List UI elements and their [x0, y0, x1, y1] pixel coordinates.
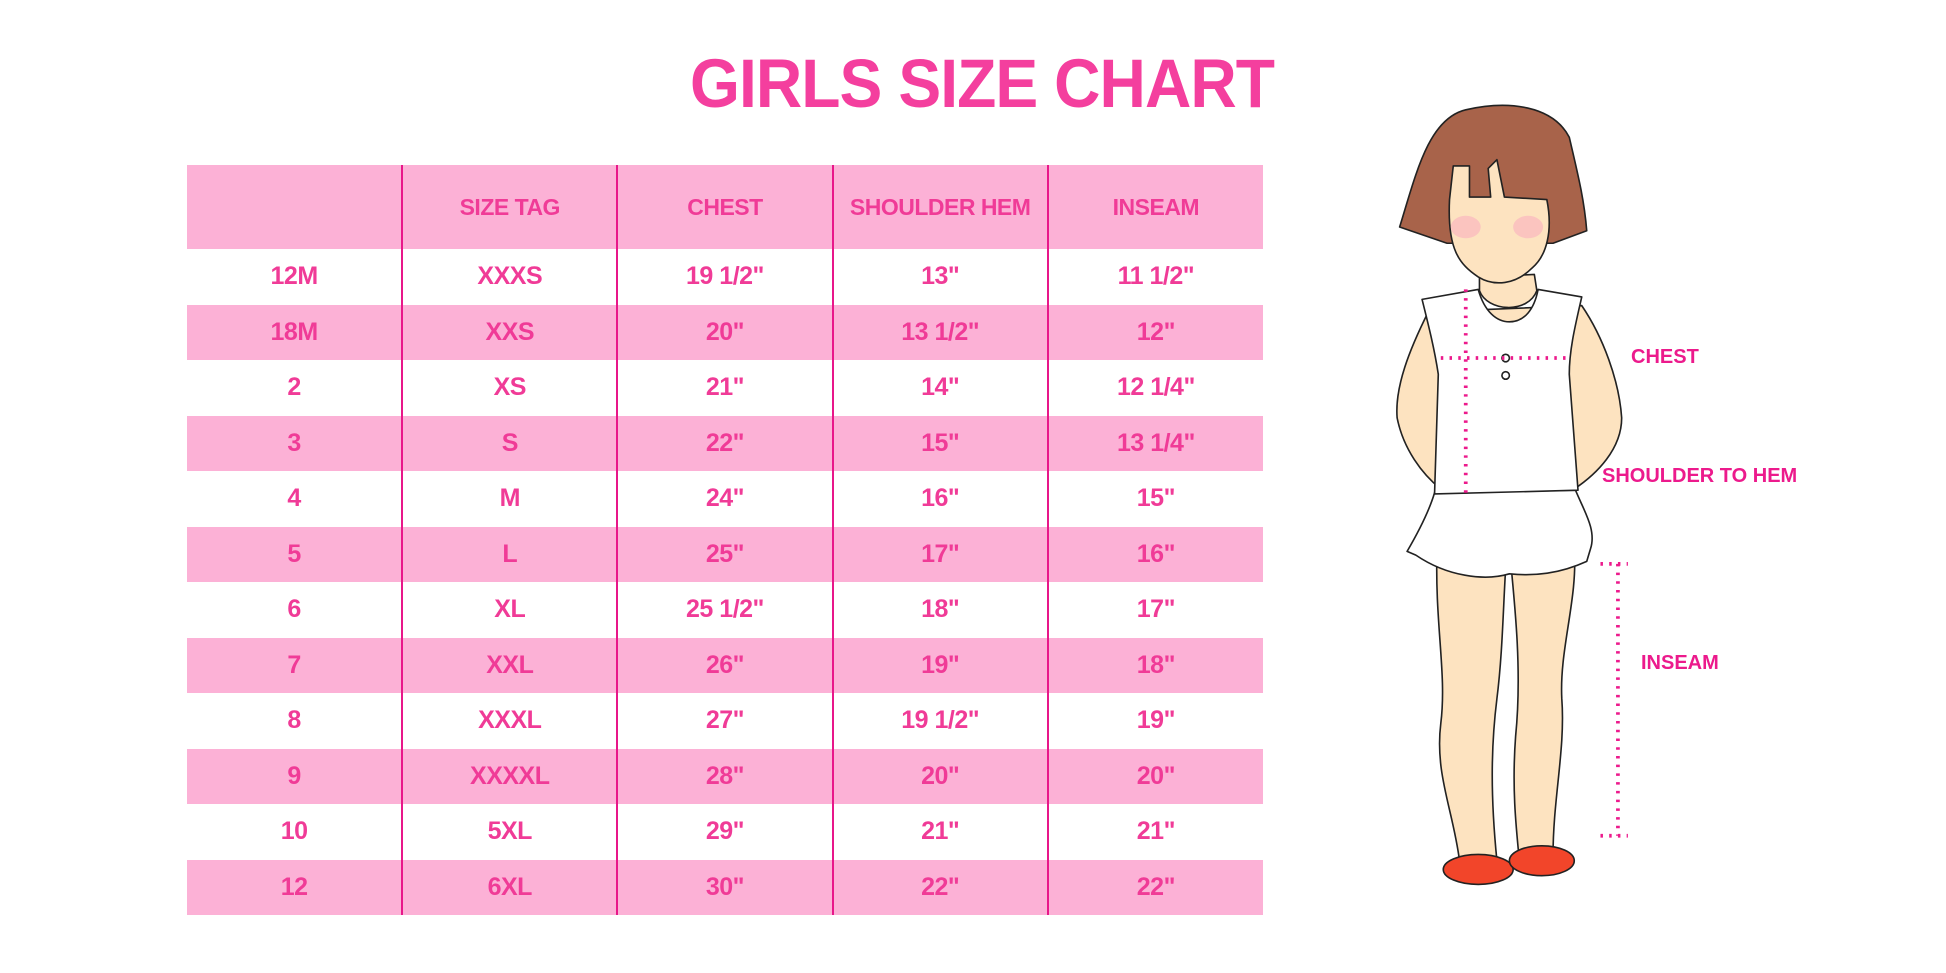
table-row: 6 XL 25 1/2" 18" 17": [187, 582, 1263, 638]
table-cell: XXXXL: [401, 748, 618, 804]
table-row: 8 XXXL 27" 19 1/2" 19": [187, 693, 1263, 749]
table-cell: 19": [1046, 693, 1263, 749]
table-cell: 19 1/2": [616, 249, 833, 305]
table-cell: 13": [831, 249, 1048, 305]
table-cell: 26": [616, 637, 833, 693]
table-cell: 20": [831, 748, 1048, 804]
table-cell: 16": [1046, 526, 1263, 582]
table-row: 4 M 24" 16" 15": [187, 471, 1263, 527]
table-row: 12 6XL 30" 22" 22": [187, 859, 1263, 915]
table-row: 10 5XL 29" 21" 21": [187, 804, 1263, 860]
table-cell: 7: [187, 637, 403, 693]
table-cell: 12 1/4": [1046, 360, 1263, 416]
table-cell: 20": [1046, 748, 1263, 804]
table-cell: 5XL: [401, 804, 618, 860]
table-cell: 11 1/2": [1046, 249, 1263, 305]
table-cell: 12: [187, 859, 403, 915]
header-cell: [187, 165, 403, 249]
inseam-label: INSEAM: [1641, 652, 1719, 674]
table-cell: 17": [1046, 582, 1263, 638]
header-cell: SHOULDER HEM: [831, 165, 1048, 249]
table-cell: 18": [831, 582, 1048, 638]
face: [1448, 158, 1550, 284]
table-cell: XXXL: [401, 693, 618, 749]
table-cell: 12M: [270, 262, 319, 291]
table-cell: XXL: [401, 637, 618, 693]
table-cell: 3: [187, 415, 403, 471]
header-cell: SIZE TAG: [401, 165, 618, 249]
table-row: 3 S 22" 15" 13 1/4": [187, 415, 1263, 471]
table-cell: 17": [831, 526, 1048, 582]
table-cell: 2: [287, 373, 301, 402]
table-cell: 4: [287, 484, 301, 513]
shoulder-to-hem-label: SHOULDER TO HEM: [1602, 465, 1798, 487]
table-cell: XXS: [401, 304, 618, 360]
table-cell: 24": [616, 471, 833, 527]
table-row: 2 XS 21" 14" 12 1/4": [187, 360, 1263, 416]
table-cell: 13 1/4": [1046, 415, 1263, 471]
table-cell: 27": [616, 693, 833, 749]
table-cell: 25": [616, 526, 833, 582]
table-cell: 9: [187, 748, 403, 804]
table-row: 5 L 25" 17" 16": [187, 526, 1263, 582]
table-cell: 19": [831, 637, 1048, 693]
cheek-blush: [1513, 215, 1544, 239]
table-cell: 20": [616, 304, 833, 360]
table-cell: 22": [831, 859, 1048, 915]
shirt: [1421, 288, 1583, 495]
cheek-blush: [1450, 215, 1481, 239]
table-cell: 15": [831, 415, 1048, 471]
left-shoe: [1442, 853, 1514, 886]
table-row: 9 XXXXL 28" 20" 20": [187, 748, 1263, 804]
table-cell: 21": [831, 804, 1048, 860]
table-cell: 18M: [187, 304, 403, 360]
table-cell: 13 1/2": [831, 304, 1048, 360]
ruffle-skirt: [1406, 489, 1593, 578]
table-cell: XL: [401, 582, 618, 638]
table-header-row: SIZE TAG CHEST SHOULDER HEM INSEAM: [187, 165, 1263, 249]
table-cell: 21": [616, 360, 833, 416]
table-cell: 18": [1046, 637, 1263, 693]
header-cell: CHEST: [616, 165, 833, 249]
table-cell: 30": [616, 859, 833, 915]
table-cell: 19 1/2": [831, 693, 1048, 749]
header-cell: INSEAM: [1046, 165, 1263, 249]
table-cell: 12": [1046, 304, 1263, 360]
table-row: 18M XXS 20" 13 1/2" 12": [187, 304, 1263, 360]
table-cell: S: [401, 415, 618, 471]
right-leg: [1508, 548, 1576, 862]
table-cell: 5: [187, 526, 403, 582]
table-cell: 21": [1046, 804, 1263, 860]
size-table: SIZE TAG CHEST SHOULDER HEM INSEAM 12M XX…: [187, 165, 1263, 915]
chest-label: CHEST: [1631, 346, 1699, 368]
table-cell: XS: [401, 360, 618, 416]
button: [1501, 370, 1511, 381]
table-cell: XXXS: [401, 249, 618, 305]
table-cell: 15": [1046, 471, 1263, 527]
table-cell: 14": [831, 360, 1048, 416]
table-cell: 6XL: [401, 859, 618, 915]
table-cell: 25 1/2": [616, 582, 833, 638]
table-row: 7 XXL 26" 19" 18": [187, 637, 1263, 693]
page-title: GIRLS SIZE CHART: [690, 45, 1275, 122]
table-cell: 16": [831, 471, 1048, 527]
right-shoe: [1508, 844, 1576, 877]
table-cell: 29": [616, 804, 833, 860]
table-row: 12M XXXS 19 1/2" 13" 11 1/2": [187, 249, 1263, 305]
table-cell: L: [401, 526, 618, 582]
table-cell: 8: [287, 706, 301, 735]
table-cell: 22": [616, 415, 833, 471]
table-cell: 10: [280, 817, 308, 846]
table-cell: M: [401, 471, 618, 527]
table-cell: 28": [616, 748, 833, 804]
left-leg: [1435, 548, 1508, 862]
table-cell: 6: [287, 595, 301, 624]
table-cell: 22": [1046, 859, 1263, 915]
